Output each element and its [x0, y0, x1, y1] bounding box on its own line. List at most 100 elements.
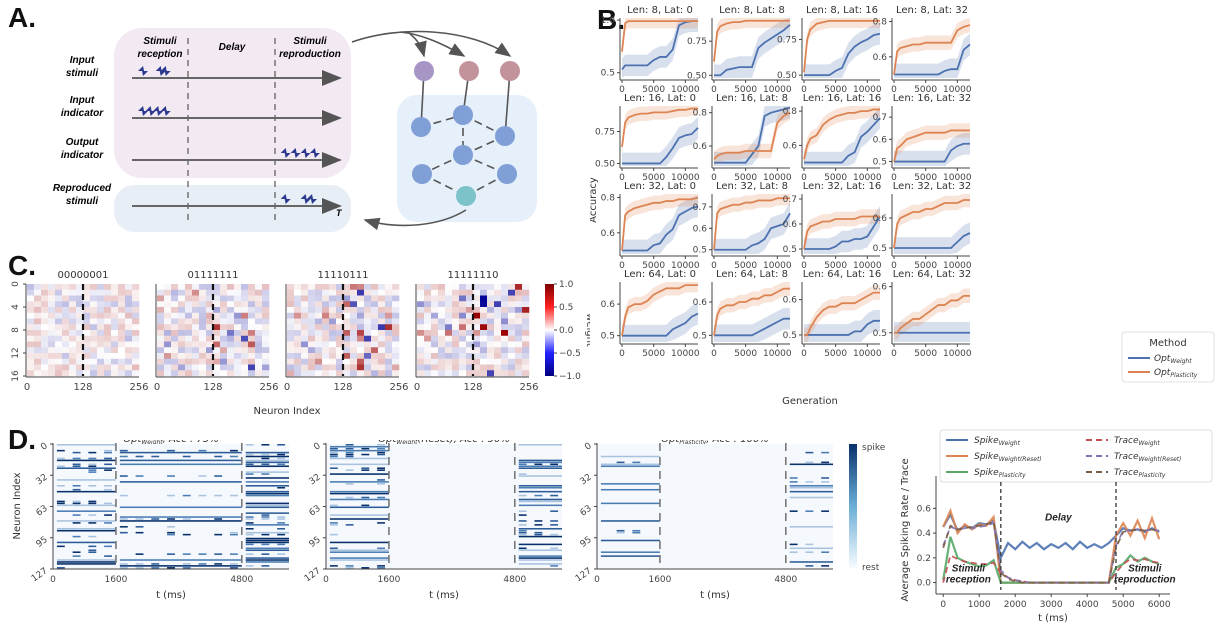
heatmap-cell [417, 312, 425, 319]
heatmap-cell [227, 330, 235, 337]
heatmap-cell [76, 353, 84, 360]
heatmap-cell [48, 347, 56, 354]
heatmap-cell [132, 330, 140, 337]
heatmap-cell [459, 289, 467, 296]
spike-band [56, 541, 116, 544]
heatmap-cell [220, 318, 228, 325]
heatmap-cell [329, 307, 337, 314]
heatmap-cell [125, 289, 133, 296]
spike-segment [56, 502, 65, 505]
heatmap-cell [445, 284, 453, 291]
heatmap-cell [417, 335, 425, 342]
subplot: Len: 16, Lat: 320.50.60.70 5000 10000 [873, 93, 972, 183]
heatmap-cell [371, 347, 379, 354]
spike-segment [518, 473, 527, 475]
heatmap-cell [385, 370, 393, 377]
heatmap-cell [55, 318, 63, 325]
heatmap-cell [336, 353, 344, 360]
heatmap-cell [48, 307, 56, 314]
spike-segment [230, 455, 238, 458]
heatmap-cell [34, 324, 42, 331]
heatmap-cell [424, 364, 432, 371]
spike-segment [329, 504, 338, 507]
spike-segment [88, 457, 97, 460]
spike-segment [518, 514, 527, 516]
heatmap-cell [213, 364, 221, 371]
heatmap-cell [125, 318, 133, 325]
spike-segment [135, 455, 144, 458]
spike-segment [72, 485, 81, 487]
input-phase-box [114, 28, 351, 178]
heatmap-cell [508, 335, 516, 342]
heatmap-cell [248, 347, 256, 354]
y-tick-label: 32 [35, 473, 50, 488]
heatmap-cell [83, 318, 91, 325]
heatmap-cell [350, 301, 358, 308]
y-tick-label: 0.6 [693, 224, 708, 234]
x-tick-label: 5000 [734, 173, 757, 183]
spike-segment [361, 469, 370, 471]
spike-segment [72, 465, 81, 468]
spike-band [329, 463, 389, 466]
heatmap-cell [199, 295, 207, 302]
heatmap-cell [164, 295, 172, 302]
heatmap-cell [438, 358, 446, 365]
heatmap-cell [459, 301, 467, 308]
spike-segment [805, 551, 814, 553]
heatmap-cell [220, 307, 228, 314]
spike-segment [119, 531, 128, 534]
x-tick-label: 256 [129, 382, 148, 393]
spike-segment [245, 453, 254, 456]
spike-segment [518, 529, 527, 532]
spike-segment [104, 545, 112, 548]
y-tick-label: 0.8 [693, 109, 708, 119]
hidden-node [411, 117, 431, 137]
confidence-band [714, 18, 790, 78]
heatmap-cell [164, 364, 172, 371]
x-tick-label: 0 [284, 382, 290, 393]
heatmap-cell [445, 289, 453, 296]
spike-band [56, 561, 116, 563]
spike-glyph [145, 106, 156, 116]
spike-band [245, 494, 289, 497]
heatmap-cell [34, 347, 42, 354]
heatmap-cell [55, 364, 63, 371]
heatmap-cell [329, 301, 337, 308]
spike-band [245, 451, 289, 454]
heatmap-cell [494, 324, 502, 331]
heatmap-cell [480, 301, 488, 308]
heatmap-cell [392, 330, 400, 337]
heatmap-cell [508, 364, 516, 371]
heatmap-cell [343, 312, 351, 319]
spike-segment [214, 494, 223, 497]
row-label: stimuli [66, 196, 98, 207]
spike-segment [534, 520, 543, 522]
network-graph [351, 30, 520, 231]
heatmap-cell [445, 353, 453, 360]
heatmap-cell [83, 347, 91, 354]
heatmap-cell [255, 347, 263, 354]
network-edge [504, 70, 511, 137]
x-tick-label: 0 [801, 173, 807, 183]
heatmap-cell [118, 284, 126, 291]
heatmap-cell [213, 312, 221, 319]
spike-glyph [280, 194, 291, 204]
heatmap-cell [336, 284, 344, 291]
legend-box [939, 429, 1213, 483]
y-tick-label: 0 [583, 441, 594, 453]
heatmap-cell [255, 284, 263, 291]
colorbar [545, 284, 554, 376]
heatmap-cell [220, 347, 228, 354]
heatmap-cell [178, 335, 186, 342]
heatmap-cell [171, 347, 179, 354]
heatmap-cell [480, 358, 488, 365]
x-tick-label: 0 [619, 349, 625, 359]
colorbar-bottom-label: rest [862, 563, 880, 573]
heatmap-cell [220, 301, 228, 308]
heatmap-cell [27, 324, 35, 331]
heatmap-cell [234, 370, 242, 377]
heatmap-cell [241, 284, 249, 291]
heatmap-cell [515, 324, 523, 331]
spike-band [245, 481, 289, 483]
heatmap-cell [294, 318, 302, 325]
